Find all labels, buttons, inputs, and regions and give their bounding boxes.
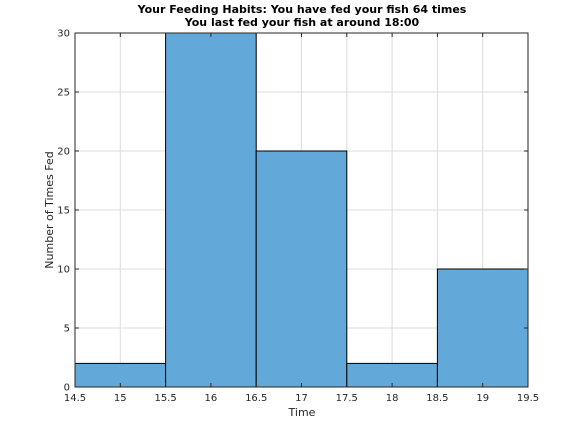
bar-layer — [74, 32, 529, 388]
histogram-bar — [165, 32, 257, 388]
x-tick-label: 18.5 — [426, 393, 448, 404]
chart-subtitle: You last fed your fish at around 18:00 — [184, 16, 420, 29]
y-tick-label: 20 — [57, 147, 70, 158]
x-tick-label: 15.5 — [154, 393, 176, 404]
x-tick-label: 16 — [205, 393, 218, 404]
x-tick-label: 17 — [295, 393, 308, 404]
x-tick-label: 17.5 — [336, 393, 358, 404]
y-tick-label: 15 — [57, 206, 70, 217]
x-tick-label: 15 — [114, 393, 127, 404]
y-tick-label: 25 — [57, 88, 70, 99]
y-tick-label: 10 — [57, 265, 70, 276]
x-tick-label: 14.5 — [64, 393, 86, 404]
chart-title: Your Feeding Habits: You have fed your f… — [137, 3, 467, 16]
x-tick-label: 19.5 — [517, 393, 539, 404]
x-tick-label: 18 — [386, 393, 399, 404]
tick-layer: 14.5 15 15.5 16 16.5 17 17.5 18 18.5 19 19.5 0 5 10 15… — [57, 29, 539, 405]
x-axis-label: Time — [288, 406, 316, 419]
histogram-bar — [255, 150, 348, 388]
y-tick-label: 0 — [64, 383, 70, 394]
histogram-bar — [436, 268, 529, 388]
y-tick-label: 30 — [57, 29, 70, 40]
y-tick-label: 5 — [64, 324, 70, 335]
x-tick-label: 19 — [476, 393, 489, 404]
y-axis-label: Number of Times Fed — [43, 151, 56, 268]
x-tick-label: 16.5 — [245, 393, 267, 404]
